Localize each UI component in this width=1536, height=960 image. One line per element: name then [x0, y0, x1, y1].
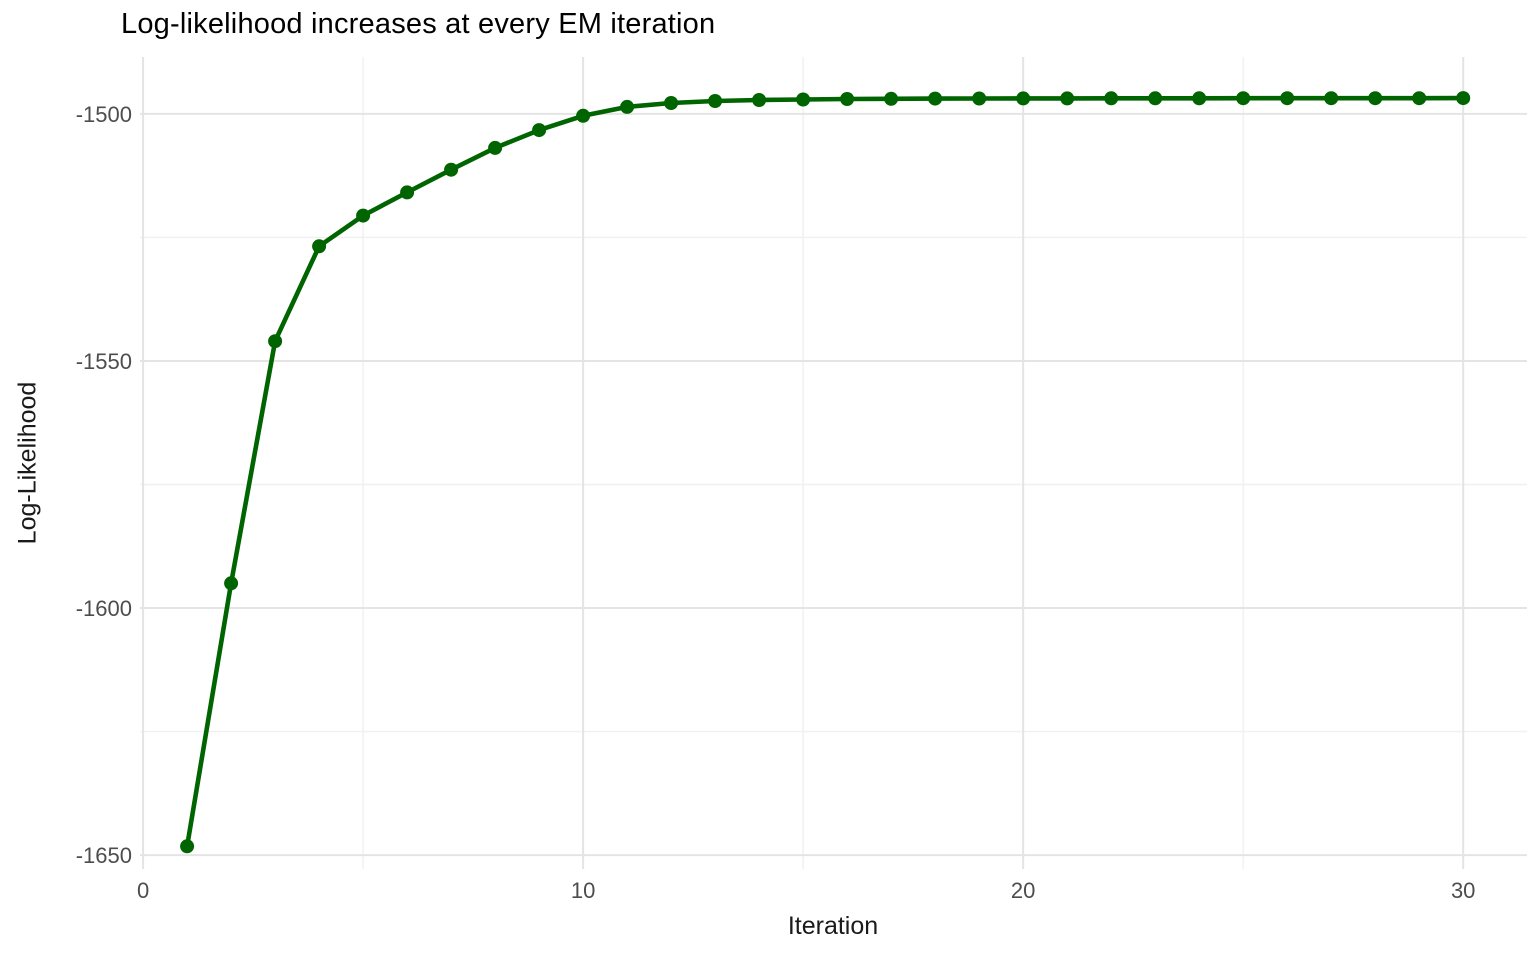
data-point — [268, 334, 283, 349]
data-point — [1280, 91, 1295, 106]
y-tick-label: -1600 — [76, 596, 132, 621]
data-point — [1060, 91, 1075, 106]
x-tick-label: 10 — [571, 878, 595, 903]
series-line — [184, 95, 1466, 849]
y-tick-label: -1550 — [76, 349, 132, 374]
x-tick-label: 0 — [137, 878, 149, 903]
data-point — [664, 96, 679, 110]
data-point — [1148, 91, 1163, 106]
x-axis-title: Iteration — [787, 912, 879, 940]
data-point — [488, 140, 503, 155]
data-point — [224, 576, 239, 591]
y-tick-label: -1650 — [76, 843, 132, 868]
data-point — [1236, 91, 1251, 106]
data-point — [356, 208, 371, 223]
y-tick-label: -1500 — [76, 102, 132, 127]
data-point — [1368, 91, 1383, 106]
x-tick-label: 20 — [1011, 878, 1035, 903]
data-point — [180, 839, 195, 854]
data-point — [928, 91, 943, 106]
data-point — [620, 99, 635, 114]
data-point — [400, 185, 415, 200]
data-point — [1456, 91, 1471, 106]
data-point — [752, 93, 767, 107]
data-point — [1104, 91, 1119, 106]
data-point — [972, 91, 987, 106]
data-point — [532, 123, 547, 138]
data-point — [1192, 91, 1207, 106]
data-point — [576, 108, 591, 123]
x-tick-label: 30 — [1451, 878, 1475, 903]
data-point — [312, 239, 327, 254]
data-point — [708, 94, 723, 108]
data-point — [1016, 91, 1031, 106]
data-point — [1412, 91, 1427, 106]
data-point — [1324, 91, 1339, 106]
data-point — [796, 92, 811, 107]
data-point — [884, 91, 899, 106]
data-point — [840, 92, 855, 106]
chart-title: Log-likelihood increases at every EM ite… — [121, 8, 716, 40]
data-point — [444, 162, 459, 177]
